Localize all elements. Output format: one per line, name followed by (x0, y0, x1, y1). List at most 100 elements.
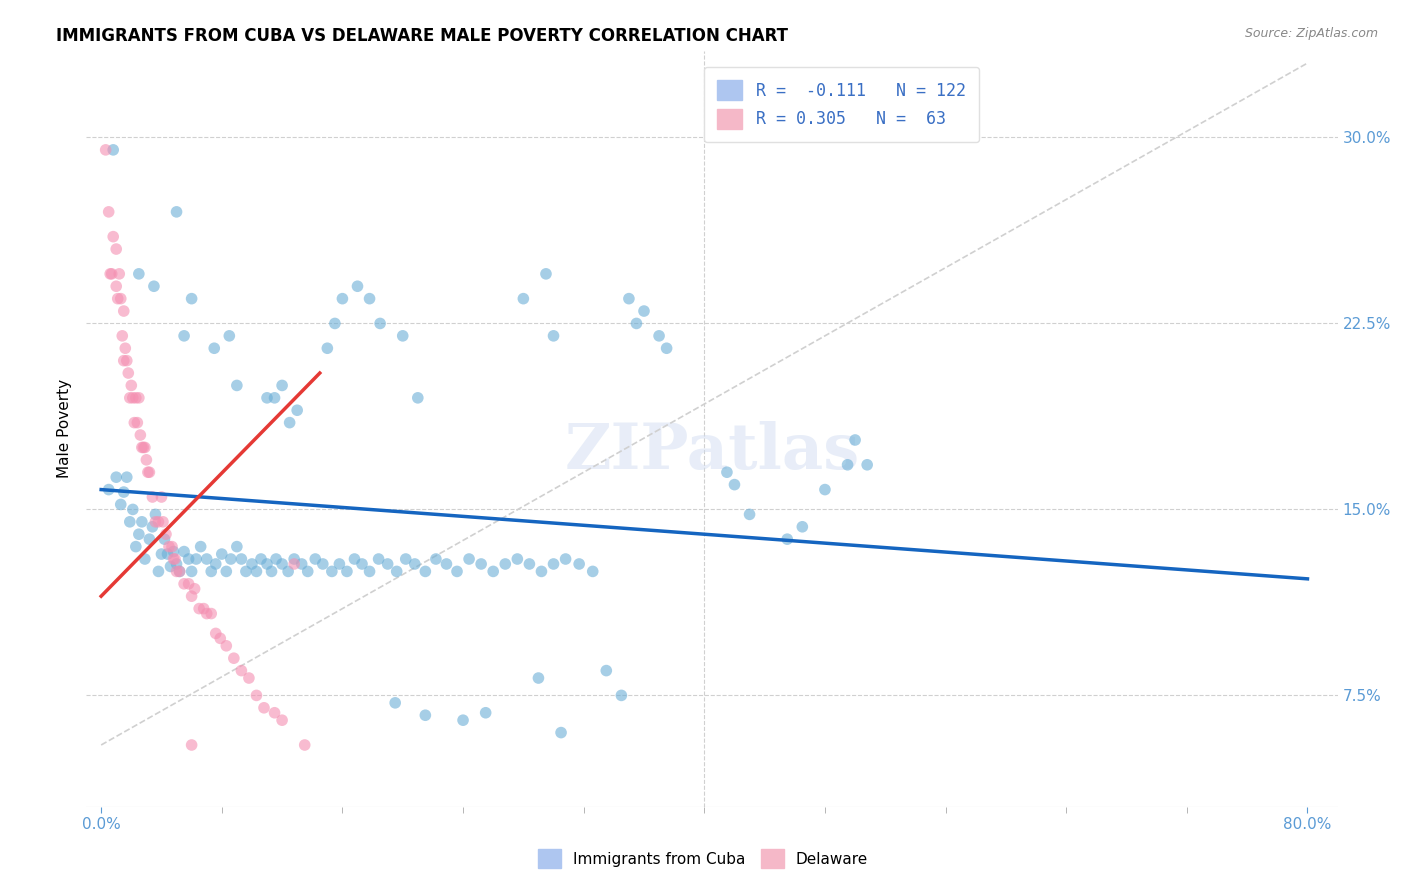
Point (297, 565, 319, 579)
Point (446, 565, 468, 579)
Point (127, 416, 149, 430)
Point (304, 552, 326, 566)
Point (856, 458, 879, 472)
Point (245, 565, 267, 579)
Point (283, 557, 305, 571)
Point (404, 557, 426, 571)
Point (792, 520, 814, 534)
Point (716, 465, 738, 479)
Point (215, 639, 238, 653)
Point (582, 565, 605, 579)
Point (617, 292, 640, 306)
Point (359, 292, 381, 306)
Point (610, 689, 633, 703)
Point (125, 391, 148, 405)
Point (120, 378, 142, 392)
Point (285, 403, 308, 417)
Point (332, 292, 354, 306)
Point (323, 317, 346, 331)
Legend: R =  -0.111   N = 122, R = 0.305   N =  63: R = -0.111 N = 122, R = 0.305 N = 63 (704, 67, 979, 142)
Point (204, 557, 226, 571)
Point (117, 366, 139, 380)
Point (118, 391, 141, 405)
Point (193, 601, 215, 615)
Point (177, 552, 200, 566)
Point (231, 552, 253, 566)
Point (202, 341, 225, 355)
Point (260, 565, 283, 579)
Point (141, 520, 163, 534)
Point (136, 465, 159, 479)
Point (321, 565, 343, 579)
Text: IMMIGRANTS FROM CUBA VS DELAWARE MALE POVERTY CORRELATION CHART: IMMIGRANTS FROM CUBA VS DELAWARE MALE PO… (56, 27, 789, 45)
Point (209, 632, 232, 646)
Point (655, 341, 678, 355)
Point (543, 557, 565, 571)
Point (384, 696, 406, 710)
Point (482, 565, 505, 579)
Point (108, 267, 131, 281)
Point (527, 671, 550, 685)
Point (406, 391, 429, 405)
Point (530, 565, 553, 579)
Point (359, 565, 381, 579)
Point (155, 527, 177, 541)
Point (134, 441, 156, 455)
Point (328, 557, 350, 571)
Point (105, 470, 128, 484)
Point (173, 576, 195, 591)
Point (263, 706, 285, 720)
Point (231, 664, 253, 678)
Point (112, 353, 135, 368)
Point (156, 547, 179, 561)
Point (415, 708, 437, 723)
Point (425, 552, 447, 566)
Point (128, 267, 150, 281)
Point (97, 483, 120, 497)
Point (186, 552, 208, 566)
Point (134, 552, 156, 566)
Point (294, 738, 316, 752)
Point (138, 532, 160, 546)
Y-axis label: Male Poverty: Male Poverty (58, 379, 72, 478)
Point (436, 557, 458, 571)
Point (225, 540, 247, 554)
Point (245, 689, 267, 703)
Point (180, 738, 202, 752)
Point (391, 329, 413, 343)
Point (152, 515, 174, 529)
Point (312, 557, 335, 571)
Point (550, 725, 572, 739)
Point (253, 700, 276, 714)
Point (180, 565, 202, 579)
Point (506, 552, 529, 566)
Point (554, 552, 576, 566)
Point (271, 557, 294, 571)
Point (121, 391, 143, 405)
Point (115, 353, 138, 368)
Point (110, 498, 132, 512)
Point (145, 508, 167, 522)
Point (110, 292, 132, 306)
Text: Source: ZipAtlas.com: Source: ZipAtlas.com (1244, 27, 1378, 40)
Point (291, 557, 314, 571)
Point (166, 205, 188, 219)
Point (100, 267, 122, 281)
Point (98, 267, 121, 281)
Point (173, 544, 195, 558)
Point (346, 279, 368, 293)
Point (114, 341, 136, 355)
Point (188, 601, 211, 615)
Point (844, 433, 866, 447)
Point (626, 317, 648, 331)
Point (135, 453, 157, 467)
Point (195, 552, 218, 566)
Point (118, 515, 141, 529)
Point (111, 329, 134, 343)
Point (238, 671, 260, 685)
Point (215, 565, 238, 579)
Point (121, 502, 143, 516)
Point (225, 378, 247, 392)
Legend: Immigrants from Cuba, Delaware: Immigrants from Cuba, Delaware (530, 841, 876, 875)
Point (395, 552, 418, 566)
